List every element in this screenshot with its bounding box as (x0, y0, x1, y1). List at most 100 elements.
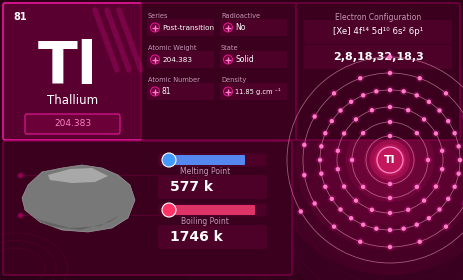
FancyBboxPatch shape (147, 19, 214, 36)
Circle shape (437, 108, 442, 113)
Circle shape (323, 185, 327, 189)
Circle shape (299, 209, 303, 214)
Circle shape (452, 131, 457, 136)
Circle shape (372, 87, 380, 95)
Circle shape (350, 158, 354, 162)
Circle shape (368, 106, 376, 114)
Circle shape (388, 228, 392, 232)
Circle shape (321, 129, 329, 137)
Circle shape (416, 238, 424, 246)
Circle shape (386, 209, 394, 217)
Circle shape (336, 167, 340, 171)
Circle shape (438, 147, 446, 155)
Circle shape (452, 185, 457, 189)
FancyBboxPatch shape (168, 155, 245, 165)
Text: Tl: Tl (384, 155, 396, 165)
Circle shape (162, 153, 176, 167)
FancyBboxPatch shape (158, 153, 267, 167)
Text: Atomic Number: Atomic Number (148, 77, 200, 83)
Circle shape (374, 227, 379, 231)
Circle shape (388, 71, 392, 75)
Circle shape (386, 86, 394, 94)
Circle shape (444, 91, 448, 95)
Circle shape (337, 106, 344, 115)
Circle shape (150, 23, 159, 32)
Circle shape (422, 117, 426, 122)
Circle shape (386, 53, 394, 61)
Circle shape (400, 87, 407, 95)
Circle shape (319, 171, 324, 176)
Ellipse shape (225, 50, 463, 280)
Circle shape (461, 199, 463, 207)
Circle shape (338, 108, 343, 113)
Circle shape (224, 23, 232, 32)
Circle shape (416, 74, 424, 82)
Circle shape (424, 156, 432, 164)
Polygon shape (22, 165, 135, 232)
Circle shape (356, 74, 364, 82)
Circle shape (444, 195, 452, 203)
Circle shape (359, 183, 367, 191)
Circle shape (150, 87, 159, 96)
Circle shape (369, 207, 374, 212)
Circle shape (388, 120, 392, 124)
Text: Radioactive: Radioactive (221, 13, 260, 19)
Circle shape (418, 240, 422, 244)
FancyBboxPatch shape (3, 141, 292, 275)
Circle shape (358, 76, 363, 80)
Circle shape (461, 113, 463, 120)
Text: 204.383: 204.383 (162, 57, 192, 62)
Circle shape (340, 183, 348, 190)
Circle shape (332, 91, 336, 95)
Text: Thallium: Thallium (47, 94, 98, 106)
Circle shape (317, 142, 325, 150)
Circle shape (436, 206, 444, 213)
Circle shape (316, 156, 324, 164)
Circle shape (361, 93, 365, 97)
Circle shape (311, 200, 319, 207)
Circle shape (342, 131, 346, 136)
Circle shape (388, 182, 392, 186)
Circle shape (425, 214, 433, 222)
Circle shape (458, 158, 462, 162)
Circle shape (352, 115, 360, 123)
Circle shape (450, 183, 459, 191)
Circle shape (162, 203, 176, 217)
Circle shape (386, 132, 394, 140)
Circle shape (361, 185, 365, 189)
Circle shape (400, 225, 407, 233)
Text: 204.383: 204.383 (54, 120, 91, 129)
Circle shape (427, 100, 431, 104)
Circle shape (369, 108, 374, 112)
Circle shape (300, 141, 308, 149)
Circle shape (300, 171, 308, 179)
Text: Density: Density (221, 77, 246, 83)
Circle shape (446, 119, 450, 123)
Circle shape (434, 184, 438, 189)
Circle shape (338, 207, 343, 212)
Circle shape (427, 216, 431, 220)
Circle shape (334, 147, 342, 155)
Circle shape (334, 165, 342, 173)
Text: 1746 k: 1746 k (170, 230, 223, 244)
Circle shape (388, 196, 392, 200)
Circle shape (438, 165, 446, 173)
Circle shape (342, 184, 346, 189)
Circle shape (386, 194, 394, 202)
Circle shape (318, 158, 322, 162)
FancyBboxPatch shape (141, 3, 297, 140)
Circle shape (321, 183, 329, 191)
Circle shape (440, 167, 444, 171)
Circle shape (406, 207, 410, 212)
Circle shape (450, 129, 459, 137)
Circle shape (302, 143, 307, 147)
Circle shape (444, 117, 452, 125)
FancyBboxPatch shape (304, 20, 452, 44)
Circle shape (388, 211, 392, 215)
Circle shape (442, 89, 450, 97)
Circle shape (359, 221, 367, 229)
Circle shape (415, 185, 419, 189)
Text: State: State (221, 45, 238, 51)
Text: Tl: Tl (38, 39, 97, 95)
Circle shape (406, 108, 410, 112)
